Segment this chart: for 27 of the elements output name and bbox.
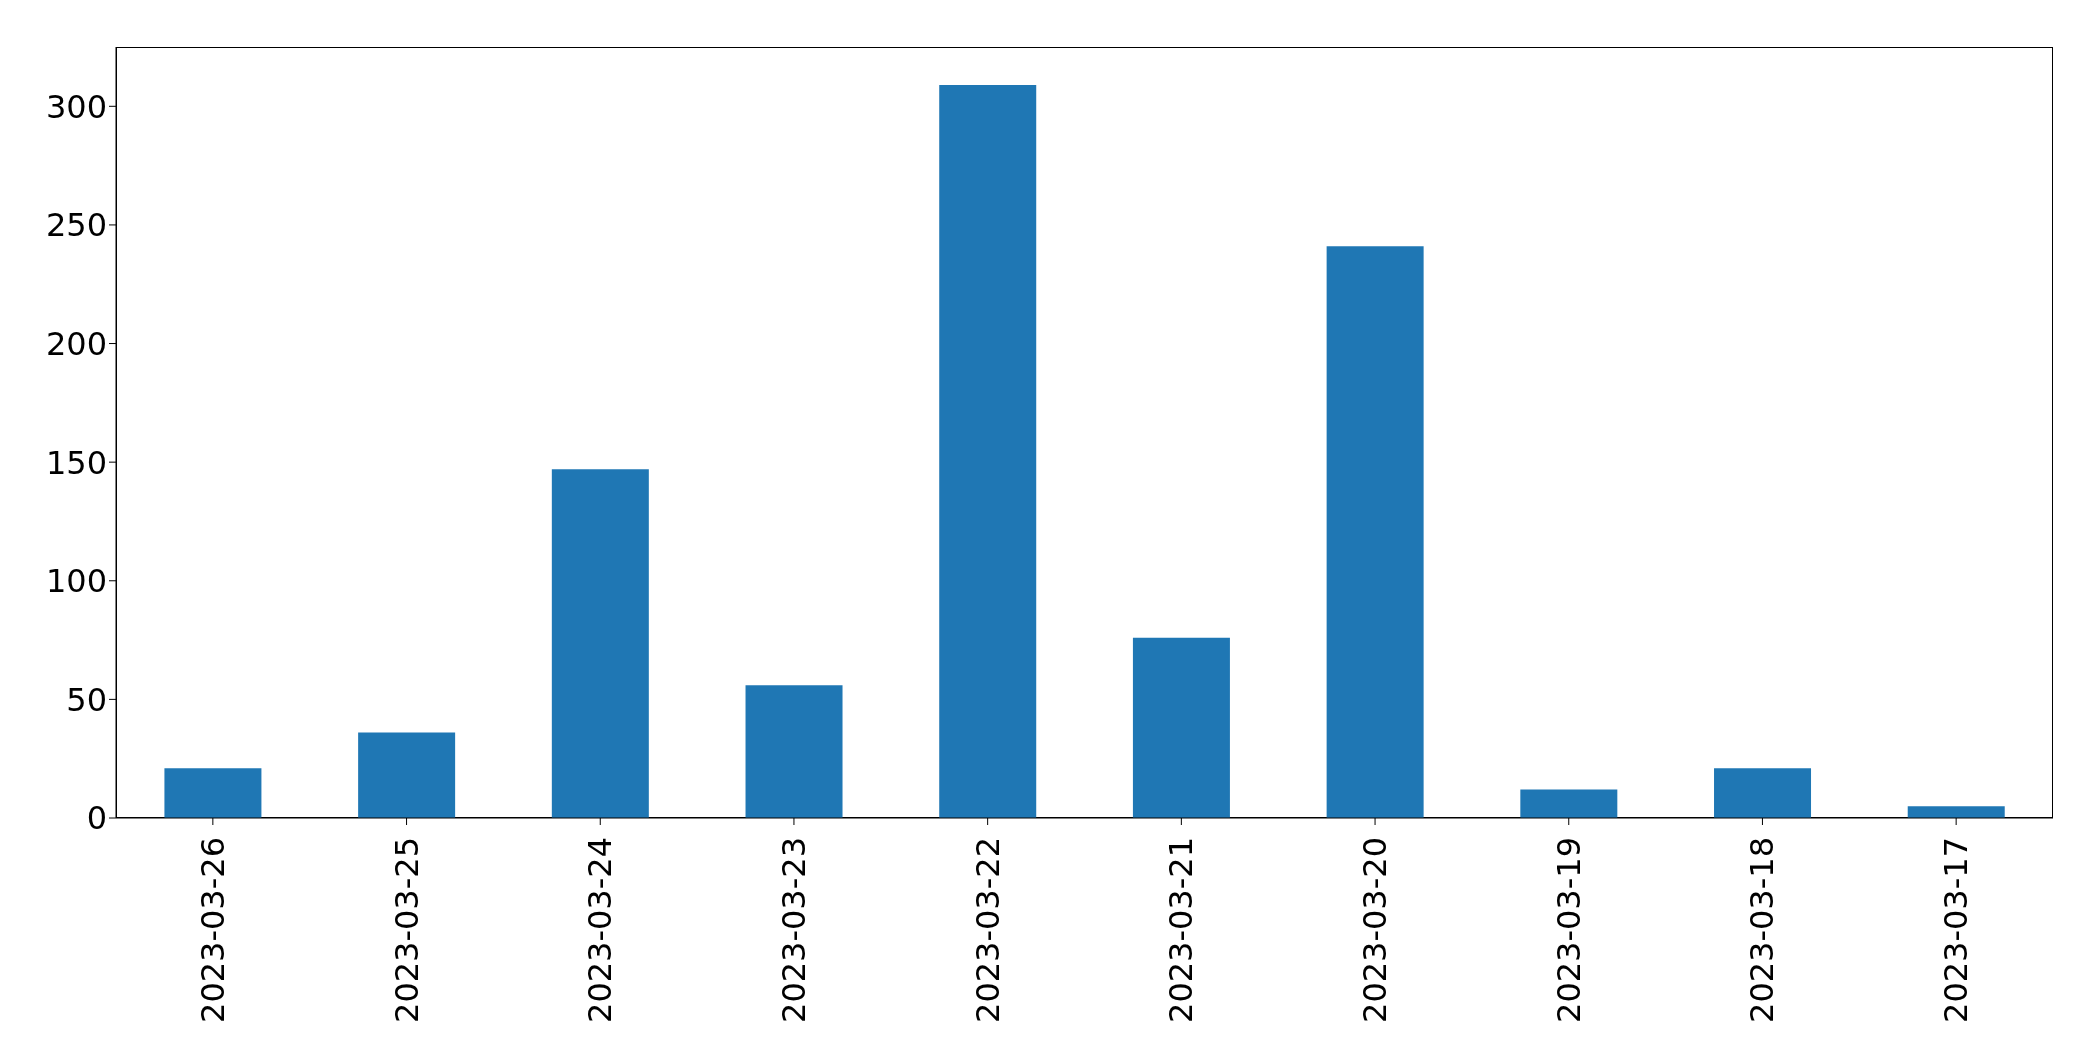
bar — [1326, 246, 1424, 818]
bar — [939, 84, 1037, 818]
y-tick-label: 50 — [66, 680, 107, 719]
bar — [1907, 806, 2005, 818]
bar — [1714, 768, 1812, 818]
y-tick-label: 100 — [45, 562, 107, 601]
bar — [1520, 789, 1618, 818]
x-tick-label: 2023-03-20 — [1356, 837, 1395, 1023]
x-tick-label: 2023-03-22 — [968, 837, 1007, 1023]
x-tick-label: 2023-03-17 — [1937, 837, 1976, 1023]
y-tick-label: 150 — [45, 443, 107, 482]
x-tick-label: 2023-03-21 — [1162, 837, 1201, 1023]
bar — [164, 768, 262, 818]
x-tick-label: 2023-03-23 — [774, 837, 813, 1023]
x-tick-label: 2023-03-26 — [193, 837, 232, 1023]
y-tick-label: 0 — [86, 799, 107, 838]
y-tick-label: 300 — [45, 87, 107, 126]
x-tick-label: 2023-03-24 — [581, 837, 620, 1023]
x-tick-label: 2023-03-25 — [387, 837, 426, 1023]
bar — [551, 469, 649, 818]
y-tick-label: 250 — [45, 206, 107, 245]
bar — [1132, 637, 1230, 818]
bar — [745, 685, 843, 818]
x-tick-label: 2023-03-18 — [1743, 837, 1782, 1023]
y-tick-label: 200 — [45, 324, 107, 363]
x-tick-label: 2023-03-19 — [1549, 837, 1588, 1023]
bar — [358, 732, 456, 818]
